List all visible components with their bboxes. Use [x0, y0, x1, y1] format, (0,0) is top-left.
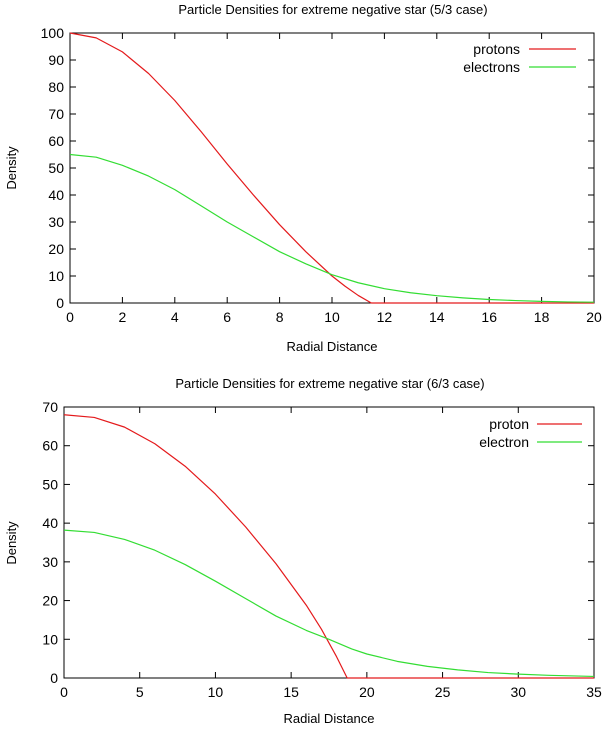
x-tick-label: 4 [171, 309, 179, 325]
x-tick-label: 15 [283, 684, 299, 700]
y-tick-label: 20 [48, 241, 64, 257]
y-tick-label: 100 [41, 25, 65, 41]
chart-title: Particle Densities for extreme negative … [178, 2, 487, 17]
y-tick-label: 60 [42, 438, 58, 454]
x-tick-label: 5 [136, 684, 144, 700]
chart-title: Particle Densities for extreme negative … [175, 376, 484, 391]
x-tick-label: 0 [60, 684, 68, 700]
plot-frame [63, 406, 595, 679]
chart-2: Particle Densities for extreme negative … [4, 376, 602, 726]
tick-marks [70, 33, 594, 303]
x-tick-label: 8 [276, 309, 284, 325]
y-tick-label: 70 [42, 399, 58, 415]
series-line-electron [63, 529, 595, 678]
x-tick-label: 30 [510, 684, 526, 700]
series-line-protons [69, 32, 594, 304]
y-axis-label: Density [4, 521, 19, 565]
legend: proton electron [479, 416, 582, 450]
x-axis-label: Radial Distance [283, 711, 374, 726]
y-tick-labels: 0 10 20 30 40 50 60 70 80 90 100 [41, 25, 65, 311]
y-tick-label: 0 [50, 670, 58, 686]
y-tick-label: 60 [48, 133, 64, 149]
x-tick-label: 0 [66, 309, 74, 325]
legend-label-protons: protons [473, 41, 520, 57]
x-tick-label: 10 [324, 309, 340, 325]
chart-1: Particle Densities for extreme negative … [4, 2, 602, 354]
y-tick-label: 80 [48, 79, 64, 95]
tick-marks [64, 407, 594, 678]
y-tick-label: 20 [42, 593, 58, 609]
y-tick-label: 10 [42, 631, 58, 647]
y-tick-label: 50 [48, 160, 64, 176]
x-tick-label: 16 [481, 309, 497, 325]
y-tick-label: 40 [42, 515, 58, 531]
y-tick-label: 50 [42, 476, 58, 492]
legend: protons electrons [463, 41, 576, 75]
legend-label-electrons: electrons [463, 59, 520, 75]
y-tick-label: 30 [42, 554, 58, 570]
y-tick-label: 0 [56, 295, 64, 311]
x-axis-label: Radial Distance [286, 339, 377, 354]
x-tick-labels: 0 5 10 15 20 25 30 35 [60, 684, 602, 700]
x-tick-label: 6 [223, 309, 231, 325]
y-tick-label: 30 [48, 214, 64, 230]
y-tick-label: 90 [48, 52, 64, 68]
legend-label-proton: proton [489, 416, 529, 432]
x-tick-label: 20 [359, 684, 375, 700]
x-tick-label: 12 [377, 309, 393, 325]
y-tick-labels: 0 10 20 30 40 50 60 70 [42, 399, 58, 686]
x-tick-label: 10 [208, 684, 224, 700]
x-tick-label: 20 [586, 309, 602, 325]
series-line-electrons [69, 153, 595, 303]
series-lines [63, 414, 595, 679]
series-lines [69, 32, 595, 304]
x-tick-label: 14 [429, 309, 445, 325]
series-line-proton [63, 414, 594, 679]
x-tick-label: 25 [435, 684, 451, 700]
y-tick-label: 40 [48, 187, 64, 203]
x-tick-label: 18 [534, 309, 550, 325]
x-tick-label: 35 [586, 684, 602, 700]
y-tick-label: 70 [48, 106, 64, 122]
x-tick-label: 2 [119, 309, 127, 325]
legend-label-electron: electron [479, 434, 529, 450]
x-tick-labels: 0 2 4 6 8 10 12 14 16 18 20 [66, 309, 602, 325]
y-tick-label: 10 [48, 268, 64, 284]
y-axis-label: Density [4, 146, 19, 190]
